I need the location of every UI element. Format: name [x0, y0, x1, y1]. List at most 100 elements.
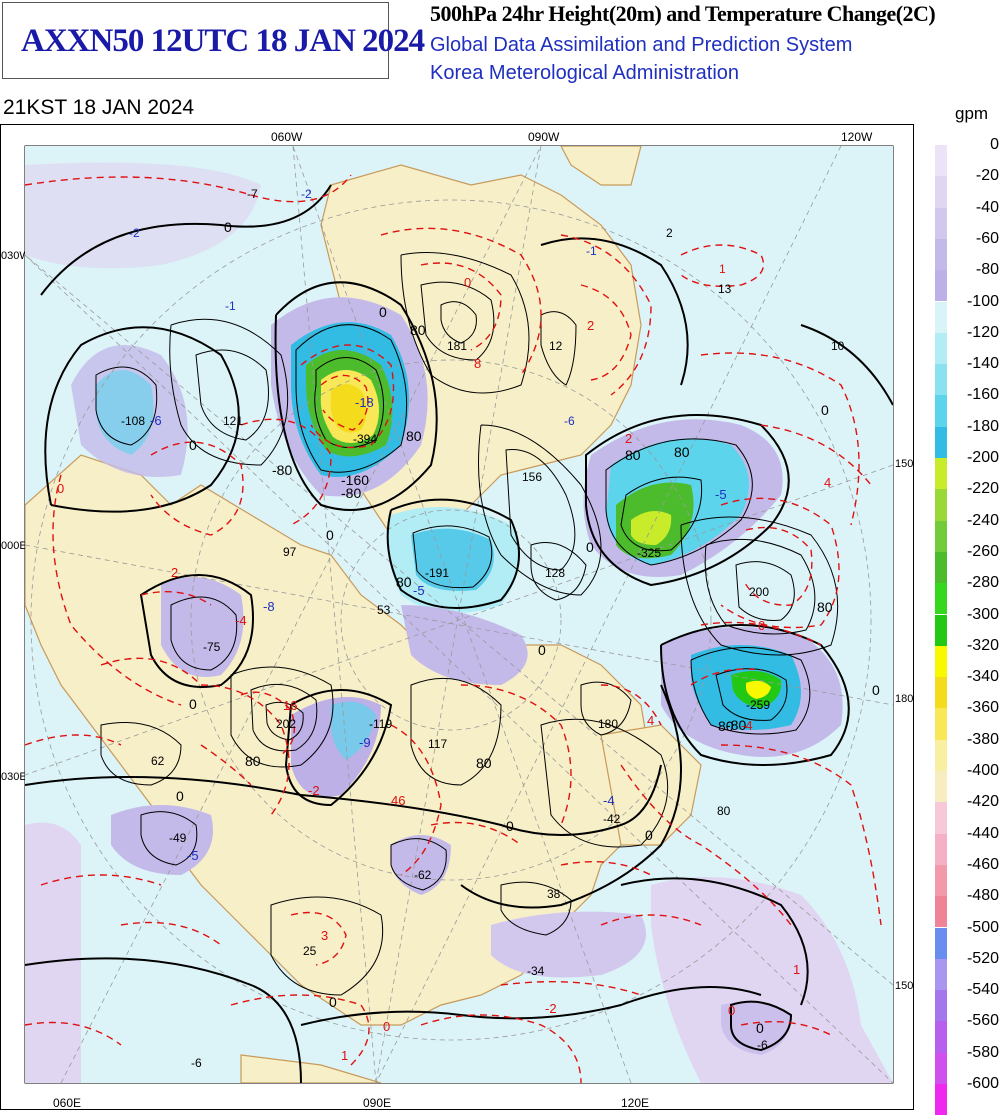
contour-label: 80 [718, 718, 734, 734]
lon-label: 000E [1, 540, 27, 552]
lon-label: 180E [895, 693, 914, 705]
value-label: -108 [121, 414, 145, 428]
value-label: 80 [717, 804, 731, 818]
legend-swatch [935, 583, 947, 615]
contour-label: 80 [406, 428, 422, 444]
value-label: -6 [564, 414, 575, 428]
agency-name: Korea Meterological Administration [430, 62, 740, 84]
map-panel: 060W 090W 120W 030W 150W 000E 180E 030E … [0, 124, 914, 1110]
value-label: -119 [369, 717, 392, 731]
legend-swatch [935, 1021, 947, 1053]
contour-label: 0 [506, 818, 514, 834]
legend-swatch [935, 958, 947, 991]
graticule [25, 146, 893, 1083]
contour-label: -80 [272, 462, 292, 478]
legend-label: -120 [966, 323, 999, 341]
legend-label: -100 [966, 292, 999, 310]
contour-label: 80 [410, 322, 426, 338]
value-label: -2 [129, 226, 140, 240]
value-label: 1 [719, 262, 726, 276]
contour-label: 80 [396, 574, 412, 590]
legend-swatch [935, 489, 947, 521]
temp-label: 0 [464, 275, 471, 290]
height-change-values: -7 -2 -2 2 1 13 -1 -1 181 12 10 -108 121… [121, 187, 845, 1070]
value-label: -259 [746, 698, 770, 712]
temp-label: 8 [474, 356, 481, 371]
contour-label: -80 [726, 717, 746, 733]
legend-label: -260 [966, 542, 999, 560]
legend-swatch [935, 301, 947, 333]
value-label: 117 [428, 737, 447, 751]
legend-swatch [935, 145, 947, 177]
lon-label: 060E [53, 1096, 81, 1110]
legend-swatch [935, 802, 947, 834]
temp-label: -4 [235, 613, 247, 628]
legend-swatch [935, 395, 947, 427]
value-label: 38 [547, 887, 561, 901]
product-code: AXXN50 12UTC 18 JAN 2024 [21, 23, 425, 59]
temp-label: 2 [587, 318, 594, 333]
contour-label: 0 [189, 437, 197, 453]
temp-label: 0 [57, 481, 64, 496]
value-label: 181 [447, 339, 467, 353]
temp-label: 2 [171, 565, 178, 580]
product-code-box: AXXN50 12UTC 18 JAN 2024 [2, 2, 425, 79]
temp-label: 46 [391, 793, 405, 808]
legend-label: -580 [966, 1043, 999, 1061]
legend-swatch [935, 364, 947, 396]
legend-label: -440 [966, 824, 999, 842]
temp-label: 16 [283, 698, 297, 713]
value-label: 10 [831, 339, 845, 353]
value-label: 180 [598, 717, 618, 731]
legend-label: -40 [975, 198, 999, 216]
legend-label: -20 [975, 167, 999, 185]
legend-label: -520 [966, 949, 999, 967]
contour-label: 80 [674, 444, 690, 460]
legend-label: -140 [966, 355, 999, 373]
height-contour-labels: 0 0 0 0 0 0 0 0 0 0 0 0 0 0 80 80 80 80 … [176, 219, 880, 1036]
value-label: 128 [545, 566, 565, 580]
value-label: -62 [414, 868, 432, 882]
temp-label: 1 [793, 962, 800, 977]
temp-label: -2 [545, 1001, 557, 1016]
legend-label: -60 [975, 229, 999, 247]
temp-label: 2 [625, 431, 632, 446]
legend-swatch [935, 458, 947, 490]
legend-swatch [935, 614, 947, 646]
contour-label: 0 [329, 994, 337, 1010]
value-label: -1 [586, 244, 597, 258]
temp-label: -5 [187, 848, 199, 863]
temp-label: -18 [355, 395, 374, 410]
contour-label: 0 [538, 642, 546, 658]
legend-label: -320 [966, 636, 999, 654]
lon-label: 150E [895, 980, 914, 992]
contour-label: -160 [341, 472, 369, 488]
legend-swatch [935, 1084, 947, 1115]
value-label: -6 [757, 1038, 768, 1052]
legend-label: -200 [966, 449, 999, 466]
legend-label: -540 [966, 981, 999, 999]
value-label: -6 [191, 1056, 202, 1070]
lon-label: 120W [841, 130, 873, 144]
contour-label: 0 [379, 304, 387, 320]
value-label: 12 [549, 339, 563, 353]
legend-label: -400 [966, 762, 999, 779]
legend-swatch [935, 270, 947, 302]
legend-label: -500 [966, 918, 999, 936]
temp-label: -9 [359, 735, 371, 750]
value-label: 62 [151, 754, 165, 768]
legend-label: -600 [966, 1075, 999, 1092]
contour-label: 80 [817, 599, 833, 615]
legend-swatch [935, 927, 947, 959]
value-label: -2 [301, 187, 312, 201]
legend-label: -300 [966, 605, 999, 623]
value-label: 53 [377, 603, 391, 617]
contour-label: 0 [756, 1020, 764, 1036]
value-label: -42 [603, 812, 621, 826]
legend-swatch [935, 1052, 947, 1084]
legend-swatch [935, 207, 947, 239]
value-label: -75 [203, 640, 221, 654]
lon-label: 090W [528, 130, 560, 144]
value-label: 97 [283, 545, 297, 559]
legend-swatch [935, 833, 947, 865]
